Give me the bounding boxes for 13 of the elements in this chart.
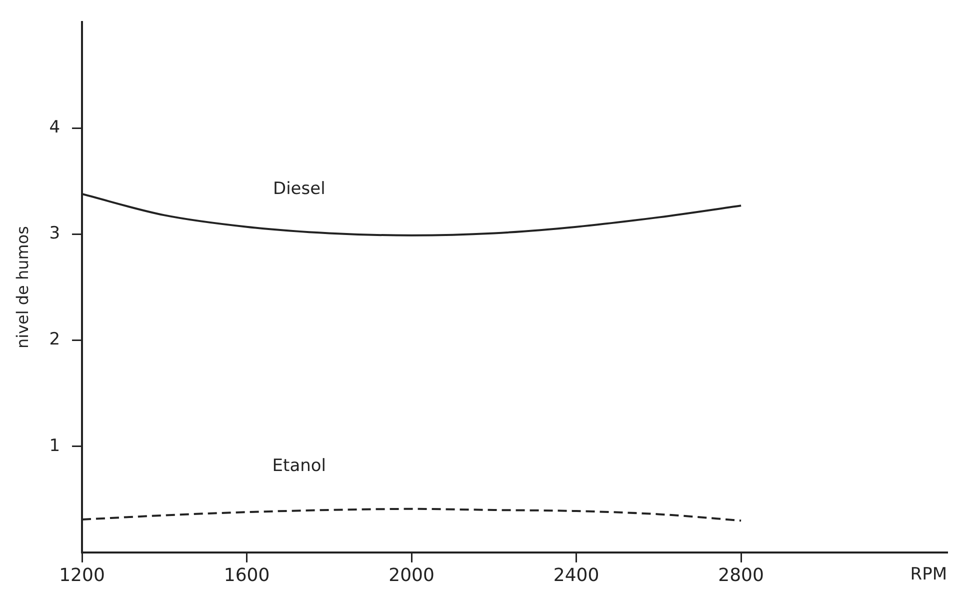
y-tick-label: 1 <box>49 436 60 456</box>
series-label: Diesel <box>273 179 326 200</box>
x-tick-label: 2800 <box>718 564 764 586</box>
x-tick-label: 2400 <box>553 564 600 586</box>
x-axis-title: RPM <box>910 564 947 584</box>
x-tick-label: 1600 <box>224 564 270 586</box>
y-tick-label: 3 <box>49 224 60 244</box>
y-tick-label: 4 <box>49 118 60 138</box>
text: Etanol <box>272 456 326 476</box>
y-tick-label: 2 <box>49 330 60 350</box>
x-tick-label: 1200 <box>59 564 105 586</box>
y-axis-title: nivel de humos <box>12 226 32 349</box>
x-tick-label: 2000 <box>388 564 434 586</box>
